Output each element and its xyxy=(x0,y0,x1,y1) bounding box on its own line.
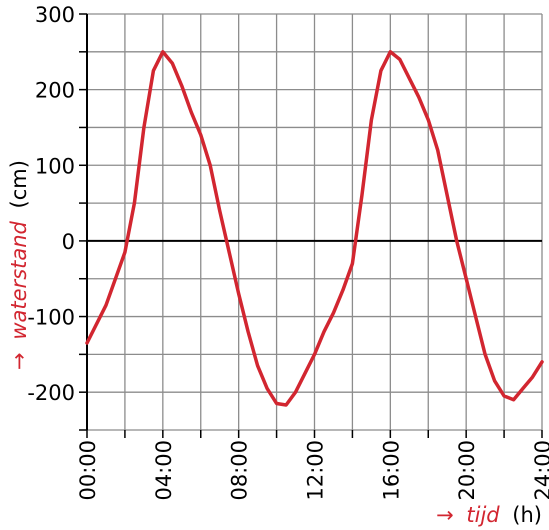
y-tick-labels: -200 -100 0 100 200 300 xyxy=(27,3,75,405)
axes xyxy=(86,14,542,430)
x-tick-label: 20:00 xyxy=(455,440,479,501)
x-tick-label: 04:00 xyxy=(152,440,176,501)
x-axis-title: → tijd (h) xyxy=(436,503,542,527)
y-tick-label: 100 xyxy=(35,154,75,178)
y-axis-title: → waterstand (cm) xyxy=(7,160,31,370)
y-tick-label: 300 xyxy=(35,3,75,27)
y-tick-label: -200 xyxy=(27,381,75,405)
y-tick-label: 200 xyxy=(35,79,75,103)
x-tick-label: 24:00 xyxy=(531,440,549,501)
x-tick-label: 00:00 xyxy=(76,440,100,501)
x-tick-label: 08:00 xyxy=(228,440,252,501)
tick-marks xyxy=(79,13,543,438)
series-line xyxy=(85,50,544,407)
series-group xyxy=(85,50,544,407)
x-tick-label: 12:00 xyxy=(304,440,328,501)
x-tick-label: 16:00 xyxy=(379,440,403,501)
y-tick-label: 0 xyxy=(62,230,75,254)
grid-lines xyxy=(87,13,543,431)
x-tick-labels: 00:00 04:00 08:00 12:00 16:00 20:00 24:00 xyxy=(76,440,549,501)
y-tick-label: -100 xyxy=(27,306,75,330)
